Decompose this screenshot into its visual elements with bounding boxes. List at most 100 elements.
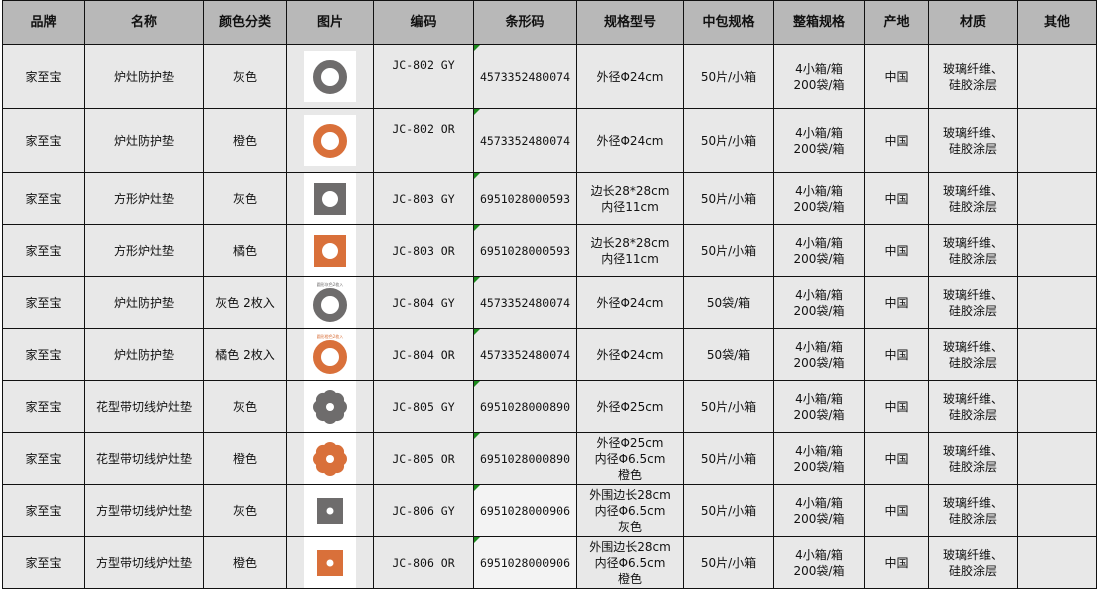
cell-other[interactable] <box>1017 172 1097 225</box>
header-other[interactable]: 其他 <box>1017 0 1097 45</box>
cell-barcode[interactable]: 4573352480074 <box>473 328 577 381</box>
cell-spec[interactable]: 外径Φ24cm <box>576 328 684 381</box>
header-brand[interactable]: 品牌 <box>2 0 85 45</box>
cell-brand[interactable]: 家至宝 <box>2 172 85 225</box>
cell-other[interactable] <box>1017 536 1097 589</box>
cell-spec[interactable]: 边长28*28cm 内径11cm <box>576 224 684 277</box>
cell-name[interactable]: 花型带切线炉灶垫 <box>84 432 204 485</box>
cell-origin[interactable]: 中国 <box>864 44 929 109</box>
cell-material[interactable]: 玻璃纤维、 硅胶涂层 <box>928 328 1018 381</box>
cell-code[interactable]: JC-806 OR <box>373 536 474 589</box>
cell-barcode[interactable]: 4573352480074 <box>473 44 577 109</box>
cell-code[interactable]: JC-802 OR <box>373 108 474 173</box>
cell-brand[interactable]: 家至宝 <box>2 380 85 433</box>
cell-barcode[interactable]: 6951028000906 <box>473 536 577 589</box>
cell-brand[interactable]: 家至宝 <box>2 536 85 589</box>
cell-code[interactable]: JC-805 GY <box>373 380 474 433</box>
cell-material[interactable]: 玻璃纤维、 硅胶涂层 <box>928 172 1018 225</box>
cell-other[interactable] <box>1017 328 1097 381</box>
header-material[interactable]: 材质 <box>928 0 1018 45</box>
cell-color[interactable]: 橙色 <box>203 108 287 173</box>
cell-spec[interactable]: 外径Φ25cm <box>576 380 684 433</box>
cell-spec[interactable]: 边长28*28cm 内径11cm <box>576 172 684 225</box>
cell-name[interactable]: 炉灶防护垫 <box>84 108 204 173</box>
cell-image[interactable] <box>286 380 374 433</box>
cell-image[interactable] <box>286 536 374 589</box>
cell-origin[interactable]: 中国 <box>864 432 929 485</box>
cell-material[interactable]: 玻璃纤维、 硅胶涂层 <box>928 276 1018 329</box>
cell-image[interactable] <box>286 224 374 277</box>
cell-name[interactable]: 方型带切线炉灶垫 <box>84 536 204 589</box>
cell-brand[interactable]: 家至宝 <box>2 432 85 485</box>
cell-brand[interactable]: 家至宝 <box>2 108 85 173</box>
cell-brand[interactable]: 家至宝 <box>2 328 85 381</box>
cell-image[interactable]: 圆形橙色2枚入 <box>286 328 374 381</box>
cell-origin[interactable]: 中国 <box>864 276 929 329</box>
cell-image[interactable] <box>286 44 374 109</box>
cell-box[interactable]: 4小箱/箱 200袋/箱 <box>773 328 865 381</box>
cell-pack[interactable]: 50片/小箱 <box>683 432 774 485</box>
cell-barcode[interactable]: 6951028000890 <box>473 380 577 433</box>
cell-other[interactable] <box>1017 44 1097 109</box>
cell-spec[interactable]: 外径Φ24cm <box>576 44 684 109</box>
cell-origin[interactable]: 中国 <box>864 536 929 589</box>
cell-origin[interactable]: 中国 <box>864 484 929 537</box>
cell-box[interactable]: 4小箱/箱 200袋/箱 <box>773 432 865 485</box>
cell-name[interactable]: 炉灶防护垫 <box>84 44 204 109</box>
cell-material[interactable]: 玻璃纤维、 硅胶涂层 <box>928 44 1018 109</box>
cell-box[interactable]: 4小箱/箱 200袋/箱 <box>773 536 865 589</box>
cell-spec[interactable]: 外径Φ24cm <box>576 108 684 173</box>
cell-box[interactable]: 4小箱/箱 200袋/箱 <box>773 44 865 109</box>
cell-image[interactable] <box>286 432 374 485</box>
cell-image[interactable] <box>286 108 374 173</box>
cell-color[interactable]: 橘色 2枚入 <box>203 328 287 381</box>
cell-color[interactable]: 灰色 2枚入 <box>203 276 287 329</box>
cell-box[interactable]: 4小箱/箱 200袋/箱 <box>773 108 865 173</box>
cell-name[interactable]: 花型带切线炉灶垫 <box>84 380 204 433</box>
cell-code[interactable]: JC-804 GY <box>373 276 474 329</box>
header-image[interactable]: 图片 <box>286 0 374 45</box>
cell-color[interactable]: 橙色 <box>203 432 287 485</box>
cell-code[interactable]: JC-802 GY <box>373 44 474 109</box>
cell-name[interactable]: 炉灶防护垫 <box>84 328 204 381</box>
cell-box[interactable]: 4小箱/箱 200袋/箱 <box>773 380 865 433</box>
cell-material[interactable]: 玻璃纤维、 硅胶涂层 <box>928 536 1018 589</box>
cell-color[interactable]: 橘色 <box>203 224 287 277</box>
cell-image[interactable] <box>286 484 374 537</box>
cell-brand[interactable]: 家至宝 <box>2 44 85 109</box>
cell-code[interactable]: JC-805 OR <box>373 432 474 485</box>
header-code[interactable]: 编码 <box>373 0 474 45</box>
cell-material[interactable]: 玻璃纤维、 硅胶涂层 <box>928 432 1018 485</box>
cell-material[interactable]: 玻璃纤维、 硅胶涂层 <box>928 224 1018 277</box>
cell-other[interactable] <box>1017 108 1097 173</box>
cell-pack[interactable]: 50片/小箱 <box>683 108 774 173</box>
cell-pack[interactable]: 50片/小箱 <box>683 224 774 277</box>
cell-brand[interactable]: 家至宝 <box>2 276 85 329</box>
cell-color[interactable]: 橙色 <box>203 536 287 589</box>
cell-color[interactable]: 灰色 <box>203 44 287 109</box>
cell-barcode[interactable]: 4573352480074 <box>473 108 577 173</box>
cell-box[interactable]: 4小箱/箱 200袋/箱 <box>773 172 865 225</box>
header-spec[interactable]: 规格型号 <box>576 0 684 45</box>
cell-color[interactable]: 灰色 <box>203 172 287 225</box>
cell-image[interactable]: 圆形灰色2枚入 <box>286 276 374 329</box>
header-barcode[interactable]: 条形码 <box>473 0 577 45</box>
cell-other[interactable] <box>1017 276 1097 329</box>
cell-origin[interactable]: 中国 <box>864 224 929 277</box>
cell-barcode[interactable]: 4573352480074 <box>473 276 577 329</box>
header-origin[interactable]: 产地 <box>864 0 929 45</box>
cell-brand[interactable]: 家至宝 <box>2 484 85 537</box>
cell-code[interactable]: JC-804 OR <box>373 328 474 381</box>
cell-code[interactable]: JC-806 GY <box>373 484 474 537</box>
cell-spec[interactable]: 外围边长28cm 内径Φ6.5cm 橙色 <box>576 536 684 589</box>
cell-name[interactable]: 炉灶防护垫 <box>84 276 204 329</box>
cell-brand[interactable]: 家至宝 <box>2 224 85 277</box>
cell-material[interactable]: 玻璃纤维、 硅胶涂层 <box>928 108 1018 173</box>
cell-code[interactable]: JC-803 GY <box>373 172 474 225</box>
cell-color[interactable]: 灰色 <box>203 484 287 537</box>
cell-name[interactable]: 方形炉灶垫 <box>84 172 204 225</box>
cell-material[interactable]: 玻璃纤维、 硅胶涂层 <box>928 484 1018 537</box>
cell-spec[interactable]: 外围边长28cm 内径Φ6.5cm 灰色 <box>576 484 684 537</box>
cell-pack[interactable]: 50袋/箱 <box>683 328 774 381</box>
cell-other[interactable] <box>1017 380 1097 433</box>
